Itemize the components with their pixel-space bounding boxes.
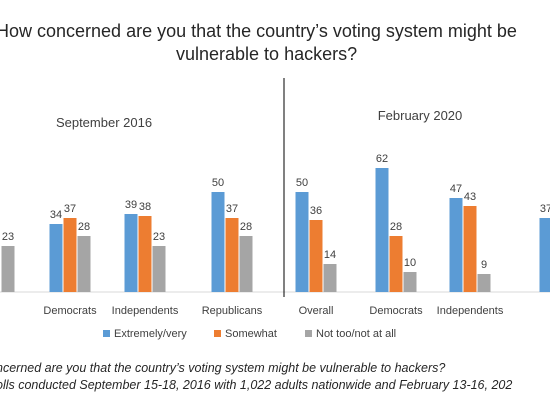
bar-not-too-4 bbox=[323, 264, 337, 292]
data-label-extremely-4: 50 bbox=[296, 177, 308, 189]
chart-title-line-1: How concerned are you that the country’s… bbox=[0, 21, 517, 41]
bar-somewhat-1 bbox=[63, 218, 77, 292]
bar-extremely-7 bbox=[539, 218, 550, 292]
panel-label-february-2020: February 2020 bbox=[378, 108, 463, 123]
data-label-extremely-1: 34 bbox=[50, 209, 62, 221]
data-label-somewhat-5: 28 bbox=[390, 221, 402, 233]
bar-extremely-2 bbox=[124, 214, 138, 292]
bar-extremely-4 bbox=[295, 192, 309, 292]
category-label-1: Democrats bbox=[43, 305, 97, 317]
panel-label-september-2016: September 2016 bbox=[56, 115, 152, 130]
chart-title-line-2: vulnerable to hackers? bbox=[176, 44, 358, 64]
bar-somewhat-3 bbox=[225, 218, 239, 292]
data-label-not-too-6: 9 bbox=[481, 259, 487, 271]
data-label-somewhat-1: 37 bbox=[64, 203, 76, 215]
bar-somewhat-6 bbox=[463, 206, 477, 292]
footnote-question: ncerned are you that the country’s votin… bbox=[0, 361, 446, 375]
legend-not-too-swatch bbox=[305, 330, 312, 337]
category-label-6: Independents bbox=[437, 305, 504, 317]
data-label-extremely-5: 62 bbox=[376, 153, 388, 165]
data-label-extremely-3: 50 bbox=[212, 177, 224, 189]
legend-somewhat-label: Somewhat bbox=[225, 328, 277, 340]
bar-not-too-5 bbox=[403, 272, 417, 292]
data-label-not-too-5: 10 bbox=[404, 257, 416, 269]
bar-extremely-1 bbox=[49, 224, 63, 292]
legend-not-too-label: Not too/not at all bbox=[316, 328, 396, 340]
category-label-4: Overall bbox=[299, 305, 334, 317]
footnote-methodology: olls conducted September 15-18, 2016 wit… bbox=[0, 378, 513, 392]
legend-extremely-swatch bbox=[103, 330, 110, 337]
data-label-not-too-4: 14 bbox=[324, 249, 336, 261]
bar-extremely-5 bbox=[375, 168, 389, 292]
category-label-3: Republicans bbox=[202, 305, 263, 317]
data-label-extremely-2: 39 bbox=[125, 199, 137, 211]
data-label-somewhat-3: 37 bbox=[226, 203, 238, 215]
bar-somewhat-4 bbox=[309, 220, 323, 292]
data-label-extremely-6: 47 bbox=[450, 183, 462, 195]
bar-extremely-6 bbox=[449, 198, 463, 292]
data-label-somewhat-2: 38 bbox=[139, 201, 151, 213]
bar-somewhat-2 bbox=[138, 216, 152, 292]
bar-not-too-6 bbox=[477, 274, 491, 292]
data-label-not-too-1: 28 bbox=[78, 221, 90, 233]
data-label-not-too-2: 23 bbox=[153, 231, 165, 243]
bar-not-too-2 bbox=[152, 246, 166, 292]
data-label-not-too-3: 28 bbox=[240, 221, 252, 233]
bar-not-too-1 bbox=[77, 236, 91, 292]
data-label-somewhat-6: 43 bbox=[464, 191, 476, 203]
legend-extremely-label: Extremely/very bbox=[114, 328, 187, 340]
data-label-not-too-0: 23 bbox=[2, 231, 14, 243]
category-label-5: Democrats bbox=[369, 305, 423, 317]
chart-title: How concerned are you that the country’s… bbox=[0, 0, 550, 70]
data-label-extremely-7: 37 bbox=[540, 203, 550, 215]
legend-somewhat-swatch bbox=[214, 330, 221, 337]
bar-not-too-3 bbox=[239, 236, 253, 292]
category-label-2: Independents bbox=[112, 305, 179, 317]
data-label-somewhat-4: 36 bbox=[310, 205, 322, 217]
bar-not-too-0 bbox=[1, 246, 15, 292]
bar-somewhat-5 bbox=[389, 236, 403, 292]
bar-extremely-3 bbox=[211, 192, 225, 292]
